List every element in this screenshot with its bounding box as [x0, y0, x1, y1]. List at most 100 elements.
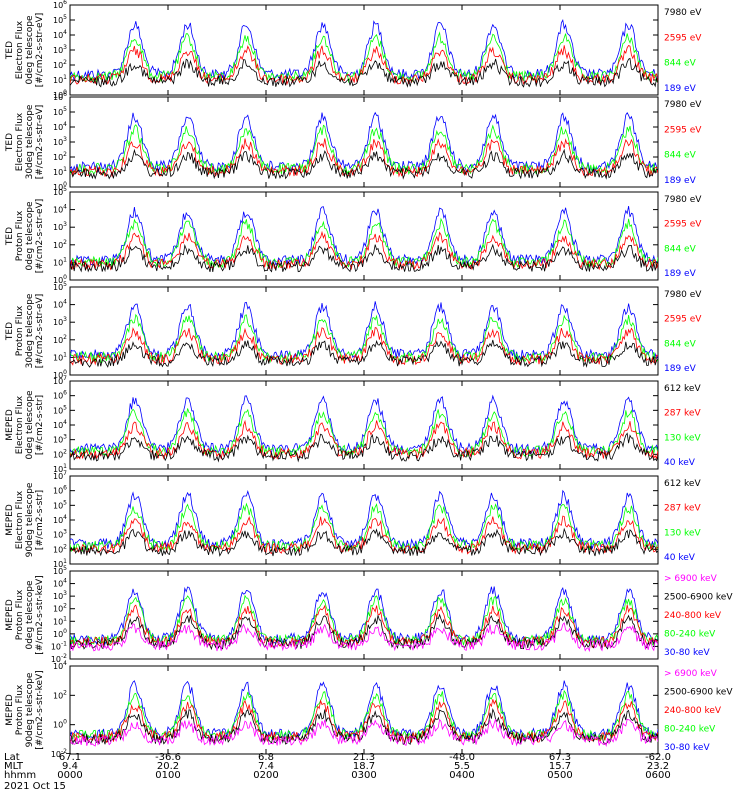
legend: 7980 eV 2595 eV 844 eV 189 eV	[664, 8, 702, 94]
y-tick-label: 104	[53, 29, 67, 40]
y-tick-label: 105	[53, 565, 67, 576]
series-trace	[70, 19, 658, 81]
traces	[70, 394, 658, 463]
series-trace	[70, 206, 658, 267]
y-axis-label-line: MEPED	[5, 599, 15, 631]
y-axis-label-line: [#/cm2-s-str-eV]	[35, 199, 45, 274]
y-tick-label: 105	[53, 281, 67, 292]
series-trace	[70, 707, 658, 746]
y-axis-label-line: [#/cm2-s-str-keV]	[35, 670, 45, 749]
y-axis-label-line: Electron Flux	[15, 395, 25, 454]
y-axis-label-line: [#/cm2-s-str-eV]	[35, 294, 45, 369]
footer-hhmm: 0400	[449, 770, 474, 781]
y-axis-label-line: MEPED	[5, 409, 15, 441]
y-tick-label: 104	[53, 121, 67, 132]
traces	[70, 489, 658, 557]
footer-mlt: 9.4	[62, 761, 78, 772]
y-axis-label-line: [#/cm2-s-str]	[35, 490, 45, 550]
y-axis-label-line: MEPED	[5, 504, 15, 536]
series-trace	[70, 586, 658, 646]
footer-lat: -48.0	[449, 752, 475, 763]
series-trace	[70, 432, 658, 463]
y-axis-label: TED Proton Flux 30deg telescope [#/cm2-s-st…	[5, 293, 45, 368]
legend-entry: 189 eV	[664, 176, 697, 186]
footer-hhmm: 0100	[155, 770, 180, 781]
panel-frame	[69, 191, 659, 281]
panel-3: 100 101 102 103 104 105 TED Proton Flux 0deg tel…	[5, 186, 702, 285]
y-tick-label: 100	[53, 181, 67, 192]
y-axis-label-line: 30deg telescope	[25, 104, 35, 179]
legend-entry: 844 eV	[664, 59, 697, 69]
footer-mlt: 15.7	[549, 761, 571, 772]
y-axis-label-line: 30deg telescope	[25, 293, 35, 368]
y-tick-label: 100	[53, 274, 67, 285]
y-axis-label-line: 90deg telescope	[25, 482, 35, 557]
legend-entry: 7980 eV	[664, 8, 702, 18]
y-tick-label: 105	[53, 14, 67, 25]
legend-entry: 130 keV	[664, 433, 701, 443]
series-trace	[70, 515, 658, 555]
y-tick-label: 103	[53, 316, 67, 327]
legend-entry: 189 eV	[664, 84, 697, 94]
panel-1: 100 101 102 103 104 105 106 TED Electron Flux 0de…	[5, 0, 702, 100]
series-trace	[70, 57, 658, 88]
y-axis-label-line: MEPED	[5, 694, 15, 726]
legend-entry: 30-80 keV	[664, 648, 710, 658]
legend-entry: 189 eV	[664, 269, 697, 279]
series-trace	[70, 217, 658, 269]
y-tick-label: 101	[53, 463, 67, 474]
legend-entry: 80-240 keV	[664, 725, 716, 735]
y-tick-label: 101	[53, 256, 67, 267]
y-tick-label: 100	[53, 719, 67, 730]
footer-lat: 67.3	[549, 752, 571, 763]
footer-hhmm: 0200	[253, 770, 278, 781]
y-axis-label-line: Electron Flux	[15, 490, 25, 549]
y-tick-label: 100	[53, 369, 67, 380]
legend: > 6900 keV 2500-6900 keV 240-800 keV 80-240…	[664, 574, 733, 658]
y-axis-label-line: Proton Flux	[15, 589, 25, 640]
y-axis-label-line: 0deg telescope	[25, 15, 35, 85]
legend: > 6900 keV 2500-6900 keV 240-800 keV 80-240…	[664, 669, 733, 753]
legend: 7980 eV 2595 eV 844 eV 189 eV	[664, 195, 702, 279]
footer-lat: -62.0	[645, 752, 671, 763]
legend-entry: 40 keV	[664, 458, 696, 468]
legend-entry: 2500-6900 keV	[664, 688, 733, 698]
series-trace	[70, 148, 658, 180]
legend-entry: 844 eV	[664, 151, 697, 161]
y-axis-label-line: TED	[5, 227, 15, 246]
y-tick-label: 10-2	[51, 653, 67, 664]
footer-row-label: Lat	[4, 752, 20, 763]
legend-entry: 240-800 keV	[664, 706, 722, 716]
y-axis-label: TED Electron Flux 30deg telescope [#/cm2-s-…	[5, 104, 45, 179]
panel-4: 100 101 102 103 104 105 TED Proton Flux 30deg te…	[5, 281, 702, 380]
y-tick-label: 106	[53, 0, 67, 10]
y-tick-label: 105	[53, 499, 67, 510]
y-tick-label: 10-1	[51, 640, 67, 651]
y-tick-label: 105	[53, 106, 67, 117]
series-trace	[70, 111, 658, 173]
y-tick-label: 105	[53, 404, 67, 415]
series-trace	[70, 680, 658, 741]
y-axis-label-line: Electron Flux	[15, 112, 25, 171]
y-axis-label-line: [#/cm2-s-str-keV]	[35, 575, 45, 654]
y-tick-label: 102	[53, 689, 67, 700]
footer-row-label: 2021 Oct 15	[4, 781, 66, 792]
series-trace	[70, 699, 658, 745]
footer-row-label: MLT	[4, 761, 24, 772]
series-trace	[70, 326, 658, 366]
y-tick-label: 102	[53, 239, 67, 250]
y-axis-label-line: Proton Flux	[15, 210, 25, 261]
footer-mlt: 5.5	[454, 761, 470, 772]
panel-5: 101 102 103 104 105 106 107 MEPED Electron Flux 0…	[5, 375, 701, 474]
y-tick-label: 100	[53, 89, 67, 100]
footer-lat: 67.1	[59, 752, 81, 763]
footer-hhmm: 0300	[351, 770, 376, 781]
y-tick-label: 103	[53, 590, 67, 601]
y-tick-label: 106	[53, 91, 67, 102]
y-tick-label: 101	[53, 166, 67, 177]
y-axis-label-line: Proton Flux	[15, 305, 25, 356]
y-tick-label: 104	[53, 419, 67, 430]
legend-entry: 2500-6900 keV	[664, 593, 733, 603]
legend: 7980 eV 2595 eV 844 eV 189 eV	[664, 100, 702, 186]
y-axis-label-line: 0deg telescope	[25, 580, 35, 650]
